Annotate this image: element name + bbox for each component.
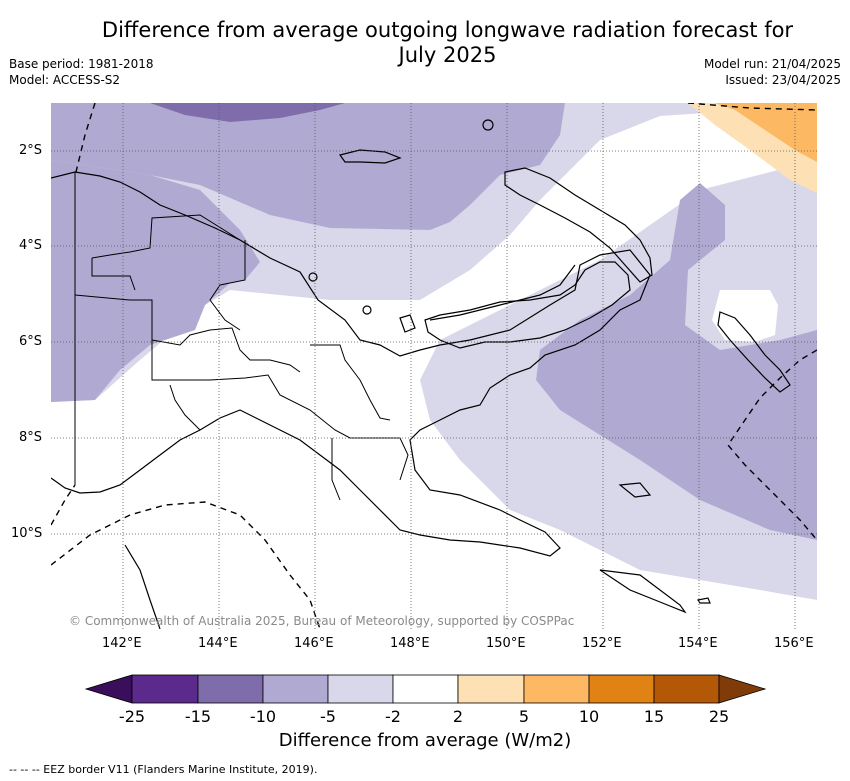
lon-label: 150°E — [486, 636, 526, 651]
coastlines — [51, 119, 791, 629]
torres-strait-coast — [124, 544, 161, 629]
title-line-2: July 2025 — [398, 43, 497, 67]
colorbar-bin — [588, 674, 655, 704]
lat-label: 10°S — [11, 526, 43, 541]
eez-border-east — [727, 349, 817, 541]
lon-label: 142°E — [102, 636, 142, 651]
colorbar-bin — [262, 674, 329, 704]
colorbar-extend-low — [84, 674, 133, 704]
colorbar-bin — [457, 674, 525, 704]
meta-right: Model run: 21/04/2025 Issued: 23/04/2025 — [704, 56, 841, 88]
eez-border-north — [75, 103, 96, 173]
colorbar-bin — [197, 674, 264, 704]
province-boundaries — [74, 214, 409, 501]
eez-border-south — [51, 501, 321, 629]
colorbar-tick: 10 — [579, 707, 599, 726]
colorbar-bin — [327, 674, 394, 704]
bougainville-coastline — [717, 311, 791, 393]
island-6 — [599, 569, 687, 614]
title-line-1: Difference from average outgoing longwav… — [101, 18, 794, 42]
lat-label: 8°S — [19, 430, 43, 445]
map-title: Difference from average outgoing longwav… — [80, 18, 815, 68]
new-guinea-coastline — [51, 171, 651, 557]
colorbar-tick: -5 — [320, 707, 336, 726]
colorbar-tick: -25 — [119, 707, 145, 726]
colorbar: -25 -15 -10 -5 -2 2 5 10 15 25 — [84, 674, 767, 726]
manus-coastline — [338, 149, 402, 164]
colorbar-title: Difference from average (W/m2) — [278, 730, 572, 751]
gridlines — [51, 103, 817, 629]
map-panel — [51, 103, 817, 629]
base-period: Base period: 1981-2018 — [9, 57, 154, 71]
lat-label: 2°S — [19, 143, 43, 158]
huon-coastline — [429, 264, 576, 321]
anomaly-band-lavender — [51, 103, 565, 230]
colorbar-bin — [523, 674, 590, 704]
colorbar-tick: 5 — [519, 707, 529, 726]
colorbar-bin — [392, 674, 459, 704]
colorbar-tick: -15 — [185, 707, 211, 726]
anomaly-band-lavender-west — [51, 160, 260, 402]
eez-legend-note: -- -- -- EEZ border V11 (Flanders Marine… — [9, 763, 318, 776]
lon-label: 152°E — [582, 636, 622, 651]
colorbar-tick: -10 — [250, 707, 276, 726]
colorbar-bin — [131, 674, 199, 704]
island-3 — [362, 305, 372, 315]
copyright-notice: © Commonwealth of Australia 2025, Bureau… — [69, 614, 575, 628]
colorbar-tick: 25 — [709, 707, 729, 726]
lat-label: 4°S — [19, 238, 43, 253]
colorbar-tick: -2 — [385, 707, 401, 726]
lon-label: 148°E — [390, 636, 430, 651]
model-run: Model run: 21/04/2025 — [703, 57, 841, 71]
eez-borders — [51, 103, 817, 629]
anomaly-band-orange — [715, 103, 817, 162]
lon-label: 146°E — [294, 636, 334, 651]
island-5 — [618, 482, 652, 498]
new-britain-coastline — [424, 261, 631, 349]
anomaly-band-purple — [150, 103, 345, 122]
new-ireland-coastline — [504, 167, 653, 283]
lon-label: 154°E — [678, 636, 718, 651]
meta-left: Base period: 1981-2018 Model: ACCESS-S2 — [9, 56, 154, 88]
colorbar-extend-high — [718, 674, 767, 704]
lat-label: 6°S — [19, 334, 43, 349]
model-name: Model: ACCESS-S2 — [9, 73, 121, 87]
island-1 — [482, 119, 494, 131]
lon-label: 144°E — [198, 636, 238, 651]
colorbar-bin — [653, 674, 720, 704]
anomaly-hole — [712, 290, 778, 342]
anomaly-band-lavender-east — [536, 183, 817, 540]
boundaries — [74, 172, 409, 501]
island-2 — [308, 272, 318, 282]
colorbar-tick: 2 — [453, 707, 463, 726]
lon-label: 156°E — [774, 636, 814, 651]
anomaly-field — [51, 103, 817, 629]
colorbar-tick: 15 — [644, 707, 664, 726]
issued-date: Issued: 23/04/2025 — [725, 73, 841, 87]
island-4 — [399, 314, 416, 333]
